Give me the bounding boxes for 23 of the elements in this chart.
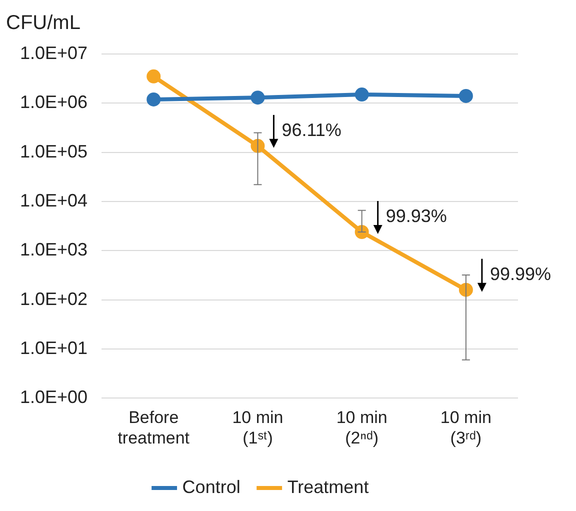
legend-label: Control: [182, 476, 240, 497]
y-axis-title: CFU/mL: [6, 12, 80, 35]
y-tick-label: 1.0E+02: [20, 288, 88, 309]
annotation: 99.99%: [490, 264, 552, 284]
y-tick-label: 1.0E+06: [20, 92, 88, 112]
point: [354, 88, 369, 102]
y-tick-label: 1.0E+04: [20, 190, 88, 210]
point: [146, 69, 161, 84]
y-tick-label: 1.0E+01: [20, 338, 88, 358]
y-tick-label: 1.0E+00: [20, 387, 88, 408]
x-tick-label: 10 min (1ˢᵗ): [232, 408, 284, 448]
annotation: 96.11%: [282, 120, 342, 140]
x-tick-label: Before treatment: [118, 408, 190, 448]
point: [250, 90, 265, 105]
y-tick-label: 1.0E+03: [20, 240, 88, 260]
y-tick-label: 1.0E+07: [20, 42, 88, 63]
legend-label: Treatment: [287, 476, 369, 497]
x-tick-label: 10 min (2ⁿᵈ): [336, 408, 388, 448]
y-tick-label: 1.0E+05: [20, 141, 88, 162]
point: [458, 88, 473, 103]
point: [146, 92, 161, 106]
x-tick-label: 10 min (3ʳᵈ): [440, 408, 492, 448]
annotation: 99.93%: [386, 206, 447, 226]
